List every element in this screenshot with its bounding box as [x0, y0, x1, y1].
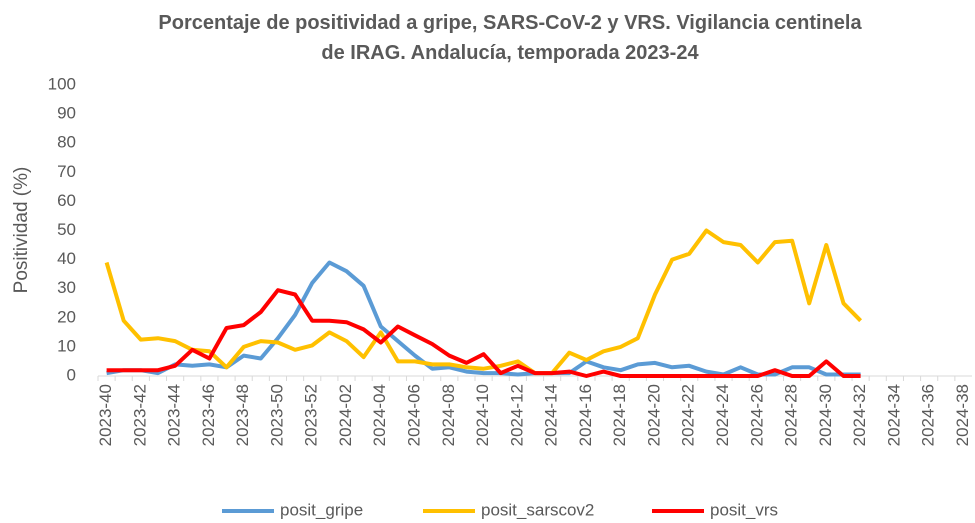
x-tick-label: 2023-48: [233, 384, 252, 446]
x-tick-label: 2023-52: [302, 384, 321, 446]
x-tick-label: 2024-36: [919, 384, 938, 446]
y-tick-label: 40: [57, 249, 76, 268]
x-tick-label: 2023-46: [199, 384, 218, 446]
chart-title: Porcentaje de positividad a gripe, SARS-…: [158, 12, 862, 64]
x-tick-label: 2024-24: [713, 384, 732, 446]
x-tick-label: 2024-14: [542, 384, 561, 446]
legend-label: posit_gripe: [280, 500, 363, 519]
x-tick-label: 2024-04: [370, 384, 389, 446]
x-tick-label: 2024-34: [884, 384, 903, 446]
x-tick-label: 2024-10: [473, 384, 492, 446]
legend-label: posit_vrs: [710, 500, 778, 519]
x-tick-label: 2024-16: [576, 384, 595, 446]
x-tick-label: 2024-06: [405, 384, 424, 446]
x-tick-label: 2024-20: [644, 384, 663, 446]
x-tick-label: 2024-32: [850, 384, 869, 446]
x-tick-label: 2023-40: [96, 384, 115, 446]
y-tick-label: 0: [67, 365, 76, 384]
legend-label: posit_sarscov2: [481, 500, 594, 519]
y-tick-label: 100: [48, 74, 76, 93]
y-tick-label: 80: [57, 133, 76, 152]
x-tick-label: 2024-22: [679, 384, 698, 446]
y-tick-label: 30: [57, 278, 76, 297]
x-tick-label: 2023-50: [267, 384, 286, 446]
x-tick-label: 2023-42: [130, 384, 149, 446]
line: [106, 260, 861, 377]
y-tick-label: 20: [57, 307, 76, 326]
x-tick-label: 2024-26: [747, 384, 766, 446]
y-axis-label: Positividad (%): [11, 167, 32, 294]
x-tick-label: 2024-12: [507, 384, 526, 446]
x-tick-label: 2024-18: [610, 384, 629, 446]
x-tick-label: 2024-28: [782, 384, 801, 446]
x-tick-label: 2024-08: [439, 384, 458, 446]
y-tick-label: 70: [57, 162, 76, 181]
y-tick-label: 50: [57, 220, 76, 239]
x-tick-label: 2024-38: [953, 384, 972, 446]
line: [106, 288, 861, 378]
y-tick-label: 90: [57, 104, 76, 123]
x-tick-label: 2024-02: [336, 384, 355, 446]
x-tick-label: 2023-44: [165, 384, 184, 446]
y-tick-label: 10: [57, 336, 76, 355]
x-tick-label: 2024-30: [816, 384, 835, 446]
y-tick-label: 60: [57, 191, 76, 210]
line: [104, 228, 863, 376]
